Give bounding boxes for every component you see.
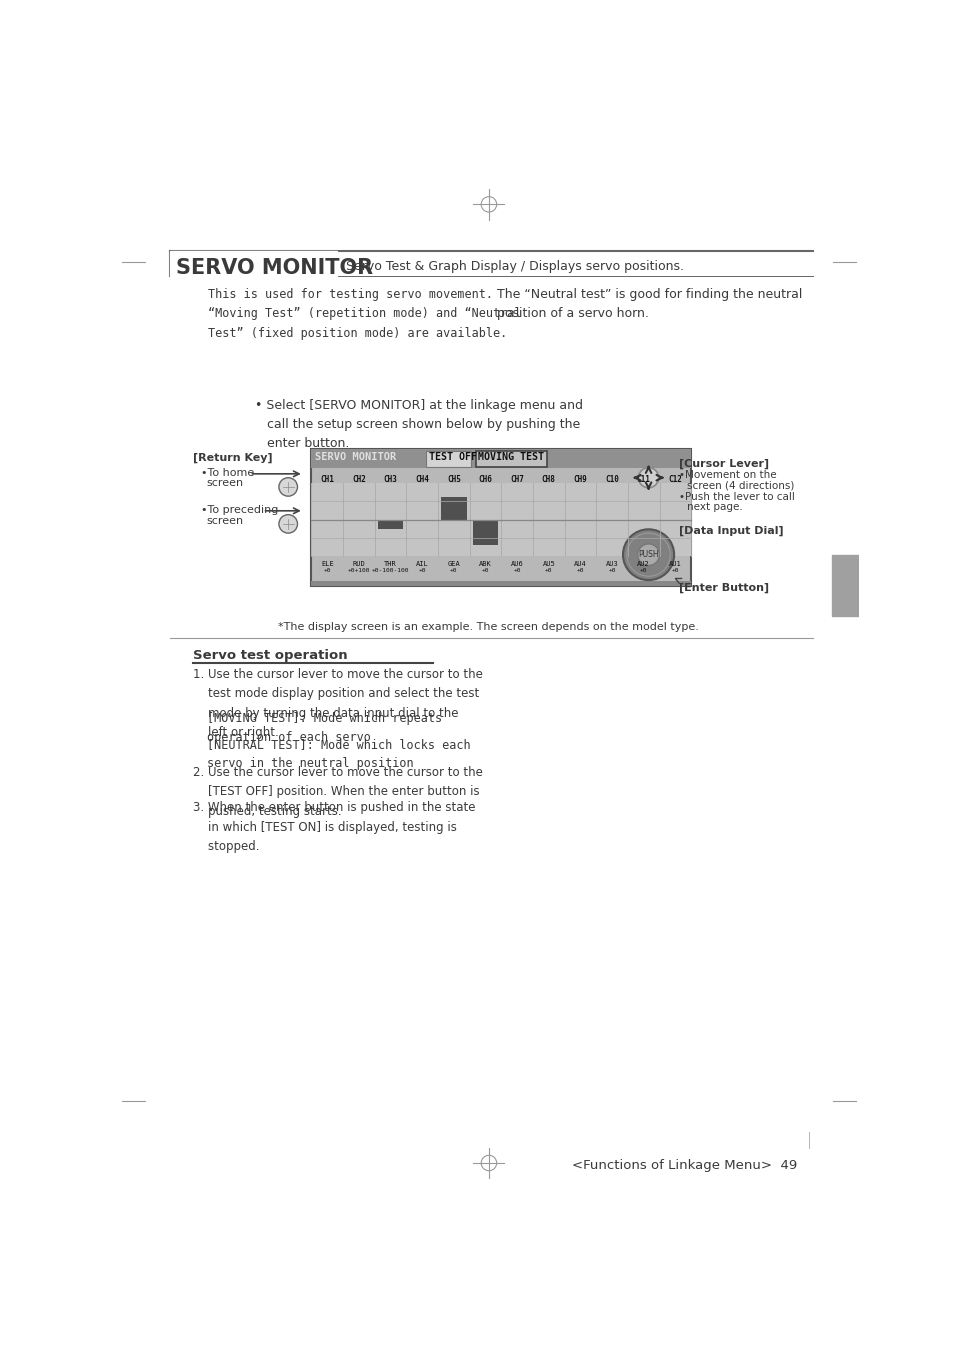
Text: +0: +0 — [576, 568, 583, 572]
Text: CH6: CH6 — [478, 475, 492, 483]
Circle shape — [637, 544, 659, 566]
Circle shape — [278, 478, 297, 497]
Text: •To home: •To home — [200, 467, 253, 478]
Text: +0: +0 — [513, 568, 520, 572]
Bar — [311, 580, 691, 586]
Text: The “Neutral test” is good for finding the neutral
position of a servo horn.: The “Neutral test” is good for finding t… — [497, 288, 802, 320]
Text: This is used for testing servo movement.
“Moving Test” (repetition mode) and “Ne: This is used for testing servo movement.… — [208, 288, 521, 339]
Text: +0-100-100: +0-100-100 — [372, 568, 409, 572]
Text: screen: screen — [206, 478, 243, 489]
Text: next page.: next page. — [686, 502, 741, 512]
Text: Servo test operation: Servo test operation — [193, 649, 347, 663]
Text: SERVO MONITOR: SERVO MONITOR — [175, 258, 373, 278]
Text: [Enter Button]: [Enter Button] — [679, 582, 768, 593]
Text: CH8: CH8 — [541, 475, 556, 483]
Text: +0: +0 — [450, 568, 457, 572]
Text: [NEUTRAL TEST]: Mode which locks each
servo in the neutral position: [NEUTRAL TEST]: Mode which locks each se… — [207, 738, 470, 771]
Text: AU6: AU6 — [510, 560, 523, 567]
Text: CH1: CH1 — [320, 475, 334, 483]
Text: • Select [SERVO MONITOR] at the linkage menu and
   call the setup screen shown : • Select [SERVO MONITOR] at the linkage … — [254, 400, 582, 450]
Bar — [473, 520, 497, 545]
Text: AU1: AU1 — [668, 560, 681, 567]
Bar — [171, 251, 336, 275]
Text: MOVING TEST: MOVING TEST — [477, 451, 543, 462]
Bar — [440, 497, 466, 520]
Text: Servo Test & Graph Display / Displays servo positions.: Servo Test & Graph Display / Displays se… — [345, 261, 683, 273]
Text: •Push the lever to call: •Push the lever to call — [679, 491, 794, 502]
Text: ELE: ELE — [320, 560, 334, 567]
Text: +0: +0 — [608, 568, 616, 572]
Text: +0: +0 — [544, 568, 552, 572]
Text: THR: THR — [384, 560, 396, 567]
Text: AU5: AU5 — [542, 560, 555, 567]
Text: GEA: GEA — [447, 560, 459, 567]
Text: screen: screen — [206, 516, 243, 526]
Circle shape — [622, 529, 674, 580]
Bar — [426, 451, 471, 467]
Text: +0: +0 — [418, 568, 425, 572]
Text: C11: C11 — [636, 475, 650, 483]
Text: ABK: ABK — [478, 560, 492, 567]
Text: CH5: CH5 — [446, 475, 460, 483]
Text: 3. When the enter button is pushed in the state
    in which [TEST ON] is displa: 3. When the enter button is pushed in th… — [193, 801, 475, 853]
Bar — [831, 555, 858, 617]
Text: 1. Use the cursor lever to move the cursor to the
    test mode display position: 1. Use the cursor lever to move the curs… — [193, 668, 482, 740]
Text: C12: C12 — [668, 475, 681, 483]
Text: •To preceding: •To preceding — [200, 505, 277, 516]
Text: [Cursor Lever]: [Cursor Lever] — [679, 459, 768, 468]
Text: CH9: CH9 — [573, 475, 587, 483]
Bar — [377, 520, 403, 529]
Text: 2. Use the cursor lever to move the cursor to the
    [TEST OFF] position. When : 2. Use the cursor lever to move the curs… — [193, 765, 482, 818]
Text: [Data Input Dial]: [Data Input Dial] — [679, 525, 782, 536]
Text: CH7: CH7 — [510, 475, 523, 483]
Text: +0: +0 — [481, 568, 489, 572]
Bar — [476, 451, 546, 467]
Text: RUD: RUD — [353, 560, 365, 567]
Text: <Functions of Linkage Menu>  49: <Functions of Linkage Menu> 49 — [572, 1160, 797, 1172]
Text: +0: +0 — [323, 568, 331, 572]
Bar — [311, 450, 691, 586]
Circle shape — [638, 467, 658, 487]
Text: PUSH: PUSH — [638, 551, 659, 559]
Text: C10: C10 — [604, 475, 618, 483]
Text: CH3: CH3 — [383, 475, 397, 483]
Text: CH4: CH4 — [415, 475, 429, 483]
Bar — [311, 483, 691, 556]
Text: AU2: AU2 — [637, 560, 649, 567]
Text: +0: +0 — [639, 568, 647, 572]
Circle shape — [278, 514, 297, 533]
Text: SERVO MONITOR: SERVO MONITOR — [314, 451, 395, 462]
Text: AIL: AIL — [416, 560, 428, 567]
Text: CH2: CH2 — [352, 475, 365, 483]
Text: +0+100: +0+100 — [347, 568, 370, 572]
Text: *The display screen is an example. The screen depends on the model type.: *The display screen is an example. The s… — [278, 622, 699, 632]
Text: TEST OFF: TEST OFF — [429, 451, 476, 462]
Text: +0: +0 — [671, 568, 679, 572]
Text: AU3: AU3 — [605, 560, 618, 567]
Text: AU4: AU4 — [574, 560, 586, 567]
Text: [Return Key]: [Return Key] — [193, 454, 273, 463]
Bar — [311, 450, 691, 467]
Text: screen (4 directions): screen (4 directions) — [686, 481, 793, 490]
Text: •Movement on the: •Movement on the — [679, 470, 776, 481]
Text: [MOVING TEST]: Mode which repeats
operation of each servo: [MOVING TEST]: Mode which repeats operat… — [207, 711, 441, 744]
